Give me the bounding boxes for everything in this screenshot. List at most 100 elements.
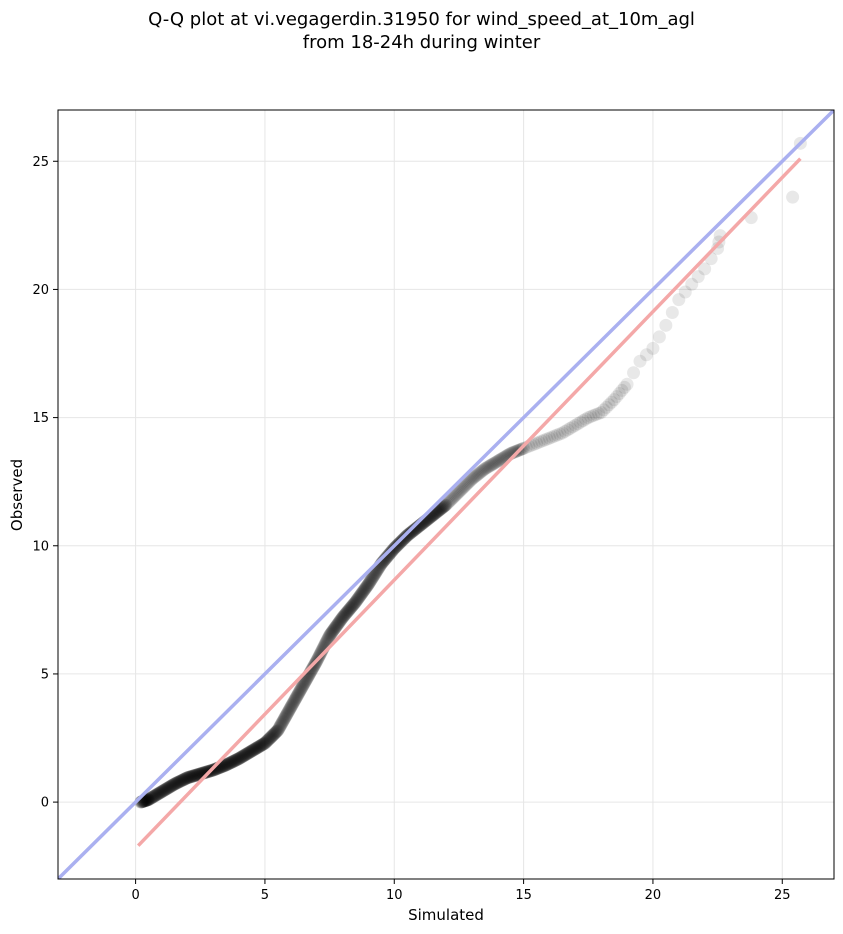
qq-point: [467, 470, 481, 484]
qq-point: [452, 485, 466, 499]
qq-point: [263, 731, 277, 745]
qq-point: [348, 595, 362, 609]
qq-point: [392, 537, 406, 551]
qq-point: [338, 608, 352, 622]
qq-point: [279, 709, 293, 723]
qq-point: [282, 703, 296, 717]
qq-point: [359, 580, 373, 594]
qq-point: [361, 577, 375, 591]
qq-point: [342, 602, 356, 616]
qq-point: [294, 683, 308, 697]
qq-point: [282, 704, 296, 718]
y-tick-label: 15: [32, 411, 49, 426]
x-tick-label: 5: [261, 888, 269, 903]
qq-point: [165, 779, 179, 793]
qq-point: [245, 744, 259, 758]
qq-point: [173, 774, 187, 788]
qq-point: [470, 468, 484, 482]
qq-point: [354, 588, 368, 602]
qq-point: [235, 750, 249, 764]
qq-point: [280, 707, 294, 721]
qq-point: [272, 721, 286, 735]
qq-point: [293, 683, 307, 697]
qq-point: [357, 583, 371, 597]
x-tick-label: 20: [645, 888, 662, 903]
qq-point: [395, 534, 409, 548]
qq-point: [152, 786, 166, 800]
qq-point: [278, 710, 292, 724]
qq-point: [345, 599, 359, 613]
qq-point: [436, 500, 450, 514]
qq-point: [295, 680, 309, 694]
qq-point: [349, 594, 363, 608]
qq-point: [148, 788, 162, 802]
qq-point: [592, 406, 606, 420]
qq-point: [486, 457, 500, 471]
qq-point: [285, 698, 299, 712]
qq-point: [253, 739, 267, 753]
qq-point: [252, 740, 266, 754]
qq-point: [404, 526, 418, 540]
qq-point: [178, 772, 192, 786]
qq-point: [353, 588, 367, 602]
qq-point: [140, 793, 154, 807]
qq-point: [228, 754, 242, 768]
qq-point: [220, 757, 234, 771]
qq-point: [175, 773, 189, 787]
qq-point: [436, 501, 450, 515]
qq-point: [330, 619, 344, 633]
qq-point: [291, 688, 305, 702]
qq-point: [140, 793, 154, 807]
qq-point: [336, 611, 350, 625]
qq-point: [296, 679, 310, 693]
qq-point: [291, 687, 305, 701]
qq-point: [337, 609, 351, 623]
qq-point: [329, 620, 343, 634]
qq-point: [327, 622, 341, 636]
qq-point: [245, 744, 259, 758]
qq-point: [363, 574, 377, 588]
qq-point: [242, 746, 256, 760]
qq-point: [155, 785, 169, 799]
qq-point: [360, 579, 374, 593]
qq-point: [255, 738, 269, 752]
qq-point: [289, 691, 303, 705]
qq-point: [243, 745, 257, 759]
qq-point: [236, 749, 250, 763]
qq-point: [166, 778, 180, 792]
qq-point: [363, 575, 377, 589]
qq-point: [356, 584, 370, 598]
qq-point: [219, 758, 233, 772]
qq-point: [267, 727, 281, 741]
qq-point: [187, 769, 201, 783]
qq-point: [382, 548, 396, 562]
qq-point: [183, 770, 197, 784]
qq-point: [151, 787, 165, 801]
qq-point: [231, 752, 245, 766]
qq-point: [164, 779, 178, 793]
qq-point: [473, 465, 487, 479]
qq-point: [292, 685, 306, 699]
qq-point: [457, 480, 471, 494]
qq-point: [175, 773, 189, 787]
qq-point: [288, 692, 302, 706]
qq-point: [265, 729, 279, 743]
qq-point: [160, 782, 174, 796]
qq-point: [390, 539, 404, 553]
qq-point: [615, 383, 629, 397]
qq-point: [233, 751, 247, 765]
qq-point: [459, 477, 473, 491]
qq-point: [404, 525, 418, 539]
qq-point: [507, 445, 521, 459]
qq-point: [279, 708, 293, 722]
qq-point: [227, 754, 241, 768]
x-tick-label: 15: [515, 888, 532, 903]
qq-point: [149, 788, 163, 802]
qq-point: [612, 387, 626, 401]
qq-point: [218, 758, 232, 772]
qq-point: [273, 719, 287, 733]
qq-point: [646, 341, 660, 355]
qq-point: [535, 434, 549, 448]
qq-point: [350, 593, 364, 607]
qq-point: [238, 748, 252, 762]
